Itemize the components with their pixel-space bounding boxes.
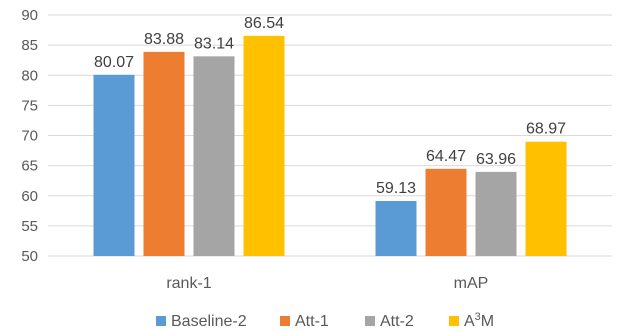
legend-label: Att-2 [380, 313, 414, 330]
bar-att-1-rank-1 [143, 51, 185, 256]
legend-item: Att-1 [280, 313, 329, 330]
bar-a3m-rank-1 [243, 35, 285, 257]
y-tick-label: 90 [21, 7, 38, 24]
legend-swatch [365, 316, 375, 326]
data-label: 59.13 [376, 180, 416, 197]
legend-swatch [156, 316, 166, 326]
y-tick-label: 55 [21, 218, 38, 235]
bar-baseline-2-rank-1 [93, 74, 135, 256]
bars [93, 35, 567, 257]
y-axis-ticks: 50 55 60 65 70 75 80 85 90 [21, 7, 38, 265]
data-label: 68.97 [526, 121, 566, 138]
legend-item: Att-2 [365, 313, 414, 330]
x-category-label: mAP [454, 275, 489, 292]
legend-item: A3M [449, 311, 494, 330]
legend-swatch [280, 316, 290, 326]
data-label: 64.47 [426, 148, 466, 165]
data-label: 63.96 [476, 151, 516, 168]
legend-label: A3M [464, 311, 494, 330]
data-label: 83.88 [144, 31, 184, 48]
data-labels: 80.07 83.88 83.14 86.54 59.13 64.47 63.96 68.97 [94, 15, 566, 197]
data-label: 80.07 [94, 54, 134, 71]
legend: Baseline-2 Att-1 Att-2 A3M [156, 311, 494, 330]
bar-att-2-rank-1 [193, 56, 235, 257]
data-label: 86.54 [244, 15, 284, 32]
legend-swatch [449, 316, 459, 326]
y-tick-label: 75 [21, 97, 38, 114]
legend-item: Baseline-2 [156, 313, 247, 330]
bar-att-2-map [475, 171, 517, 256]
bar-a3m-map [525, 141, 567, 256]
bar-baseline-2-map [375, 200, 417, 256]
x-category-label: rank-1 [166, 275, 211, 292]
y-tick-label: 65 [21, 158, 38, 175]
data-label: 83.14 [194, 35, 234, 52]
gridlines [48, 14, 612, 257]
x-axis-categories: rank-1 mAP [166, 275, 488, 292]
y-tick-label: 60 [21, 188, 38, 205]
y-tick-label: 70 [21, 128, 38, 145]
legend-label: Baseline-2 [171, 313, 247, 330]
y-tick-label: 85 [21, 37, 38, 54]
bar-att-1-map [425, 168, 467, 256]
y-tick-label: 50 [21, 248, 38, 265]
legend-label: Att-1 [295, 313, 329, 330]
y-tick-label: 80 [21, 67, 38, 84]
